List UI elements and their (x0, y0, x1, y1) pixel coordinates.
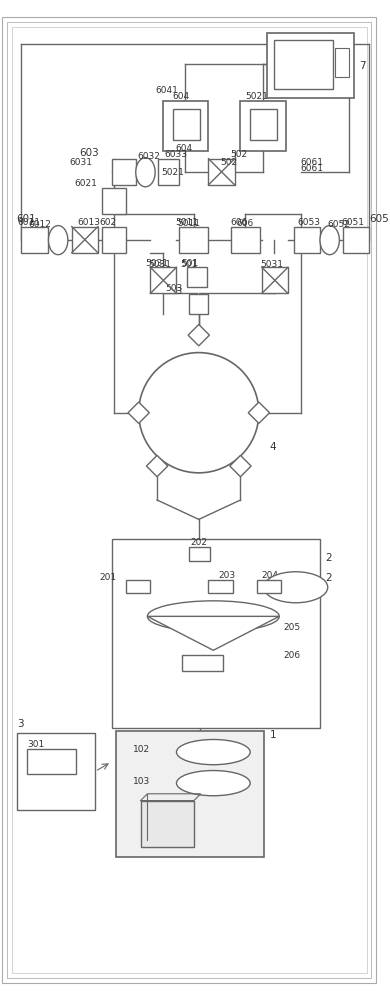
Text: 604: 604 (173, 92, 190, 101)
Bar (116, 731, 264, 857)
Text: 203: 203 (218, 571, 235, 580)
Bar (102, 188, 126, 214)
Ellipse shape (136, 158, 155, 187)
Text: 5011: 5011 (177, 219, 200, 228)
Bar (209, 159, 235, 185)
Bar (173, 109, 200, 140)
Bar (343, 227, 369, 253)
Text: 2: 2 (325, 573, 332, 583)
Bar (112, 539, 320, 728)
Bar (209, 580, 233, 593)
Text: 603: 603 (80, 148, 99, 158)
Text: 6041: 6041 (155, 86, 178, 95)
Text: 606: 606 (230, 218, 247, 227)
Text: 502: 502 (220, 158, 238, 167)
Text: 602: 602 (100, 218, 117, 227)
Text: 202: 202 (190, 538, 207, 547)
Text: 6012: 6012 (28, 220, 51, 229)
Text: 605: 605 (369, 214, 389, 224)
Text: 3: 3 (18, 719, 24, 729)
Text: 6061: 6061 (301, 164, 324, 173)
Text: 6033: 6033 (165, 150, 188, 159)
Text: 5031: 5031 (145, 259, 168, 268)
Bar (21, 227, 48, 253)
Bar (275, 40, 333, 89)
Text: 503: 503 (165, 284, 182, 293)
Text: 102: 102 (133, 745, 150, 754)
Bar (262, 267, 288, 293)
Bar (141, 801, 194, 847)
Bar (163, 101, 209, 151)
Bar (18, 733, 95, 810)
Text: 502: 502 (230, 150, 247, 159)
Text: 101: 101 (141, 841, 158, 850)
Text: 503: 503 (165, 287, 182, 296)
Bar (294, 227, 320, 253)
Bar (241, 101, 286, 151)
Polygon shape (248, 402, 269, 423)
Text: 5031: 5031 (149, 260, 172, 269)
Text: 5011: 5011 (176, 218, 199, 227)
Text: 601: 601 (16, 214, 36, 224)
Ellipse shape (320, 226, 339, 255)
Text: 606: 606 (237, 219, 254, 228)
Ellipse shape (176, 739, 250, 765)
Bar (182, 655, 223, 671)
Polygon shape (146, 455, 168, 477)
Bar (158, 159, 179, 185)
Text: 4: 4 (269, 442, 276, 452)
Bar (267, 33, 354, 98)
Ellipse shape (48, 226, 68, 255)
Bar (126, 580, 150, 593)
Bar (102, 227, 126, 253)
Text: 204: 204 (262, 571, 279, 580)
Bar (27, 749, 76, 774)
Polygon shape (188, 324, 209, 346)
Text: 301: 301 (27, 740, 44, 749)
Text: 6061: 6061 (301, 158, 324, 167)
Bar (112, 159, 136, 185)
Ellipse shape (147, 601, 279, 632)
Text: 501: 501 (181, 259, 199, 268)
Bar (189, 294, 209, 314)
Text: 6053: 6053 (298, 218, 321, 227)
Circle shape (139, 353, 259, 473)
Text: 604: 604 (176, 144, 193, 153)
Bar (335, 48, 349, 77)
Text: 6031: 6031 (69, 158, 92, 167)
Ellipse shape (176, 771, 250, 796)
Polygon shape (147, 616, 279, 650)
Text: 5021: 5021 (161, 168, 184, 177)
Text: 6011: 6011 (18, 218, 41, 227)
Bar (231, 227, 260, 253)
Text: 201: 201 (99, 573, 116, 582)
Bar (187, 267, 207, 287)
Polygon shape (128, 402, 149, 423)
Text: 7: 7 (359, 61, 365, 71)
Text: 6052: 6052 (328, 220, 351, 229)
Text: 6013: 6013 (78, 218, 101, 227)
Text: 2: 2 (325, 553, 332, 563)
Text: 6032: 6032 (138, 152, 161, 161)
Text: 5021: 5021 (245, 92, 268, 101)
Bar (250, 109, 277, 140)
Text: 6021: 6021 (74, 179, 97, 188)
Bar (179, 227, 209, 253)
Text: 5031: 5031 (260, 260, 283, 269)
Bar (150, 267, 176, 293)
Text: 501: 501 (181, 260, 198, 269)
Text: 6051: 6051 (341, 218, 364, 227)
Bar (189, 547, 211, 561)
Bar (72, 227, 98, 253)
Text: 206: 206 (283, 651, 300, 660)
Text: 1: 1 (269, 730, 276, 740)
Text: 103: 103 (133, 777, 150, 786)
Bar (257, 580, 281, 593)
Ellipse shape (264, 572, 328, 603)
Text: 205: 205 (283, 623, 300, 632)
Polygon shape (230, 455, 251, 477)
